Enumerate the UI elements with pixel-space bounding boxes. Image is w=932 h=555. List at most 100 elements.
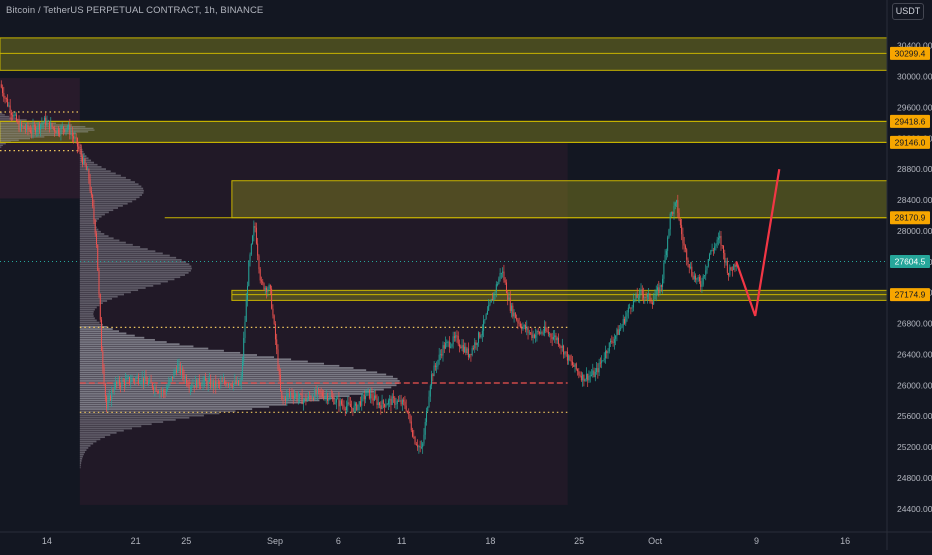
candle-body bbox=[117, 379, 119, 384]
candle bbox=[682, 227, 684, 250]
candle-body bbox=[448, 341, 450, 348]
candle-body bbox=[69, 125, 71, 135]
candle bbox=[424, 418, 426, 440]
candle-body bbox=[431, 374, 433, 386]
candle bbox=[697, 274, 699, 282]
candle bbox=[611, 335, 613, 344]
profile-region-main bbox=[79, 142, 568, 505]
candle bbox=[19, 120, 21, 133]
candle-body bbox=[268, 284, 270, 290]
candle-body bbox=[142, 377, 144, 384]
candle bbox=[365, 389, 367, 404]
candle-body bbox=[80, 150, 82, 157]
candle bbox=[418, 444, 420, 454]
candle-body bbox=[183, 375, 185, 380]
candle-body bbox=[710, 250, 712, 255]
candle bbox=[255, 222, 257, 245]
candle bbox=[664, 249, 666, 264]
profile-bar bbox=[79, 233, 105, 235]
candle bbox=[711, 243, 713, 252]
profile-bar bbox=[79, 315, 94, 317]
candle-body bbox=[419, 446, 421, 448]
profile-bar bbox=[79, 215, 102, 218]
candle bbox=[205, 372, 207, 381]
candle-body bbox=[0, 84, 2, 88]
candle-body bbox=[375, 395, 377, 399]
candle-body bbox=[377, 402, 379, 406]
candle bbox=[455, 331, 457, 342]
candle bbox=[613, 333, 615, 350]
candle bbox=[22, 125, 24, 129]
candle-body bbox=[102, 351, 104, 368]
candle-body bbox=[497, 284, 499, 285]
candle-body bbox=[517, 319, 519, 323]
candle bbox=[725, 257, 727, 266]
candle-body bbox=[545, 326, 547, 332]
candle bbox=[115, 377, 116, 391]
candle-body bbox=[459, 344, 460, 347]
candle-body bbox=[33, 125, 35, 127]
profile-bar bbox=[79, 313, 94, 315]
candle bbox=[448, 336, 450, 353]
candle bbox=[398, 395, 400, 402]
candle bbox=[508, 291, 510, 301]
candle-body bbox=[494, 292, 496, 294]
currency-selector[interactable]: USDT bbox=[892, 3, 924, 20]
candle bbox=[504, 277, 506, 285]
candle-body bbox=[266, 287, 268, 292]
candle bbox=[109, 394, 111, 402]
candle bbox=[46, 115, 48, 128]
candle bbox=[250, 243, 252, 256]
candle bbox=[486, 306, 488, 315]
candle-body bbox=[443, 345, 445, 349]
candle bbox=[495, 281, 497, 298]
candle bbox=[379, 401, 381, 409]
candle-body bbox=[518, 322, 520, 324]
candle-body bbox=[453, 336, 455, 338]
candle-body bbox=[559, 344, 561, 347]
candle bbox=[348, 396, 350, 406]
candle-body bbox=[92, 194, 94, 206]
candle bbox=[170, 376, 172, 383]
candle bbox=[297, 390, 299, 405]
candle-body bbox=[89, 179, 91, 191]
y-tick-label: 28800.00 bbox=[897, 164, 932, 174]
y-tick-label: 24800.00 bbox=[897, 473, 932, 483]
candle-body bbox=[276, 339, 278, 350]
candle-body bbox=[61, 126, 63, 128]
candle-body bbox=[522, 326, 524, 330]
candle-body bbox=[698, 277, 700, 282]
candle bbox=[197, 378, 199, 388]
candle-body bbox=[319, 389, 321, 393]
candle-body bbox=[604, 351, 606, 359]
candle-body bbox=[703, 275, 705, 277]
profile-bar bbox=[79, 239, 120, 242]
candle-body bbox=[353, 405, 355, 412]
candle-body bbox=[424, 422, 426, 435]
candle-body bbox=[476, 342, 478, 345]
candle-body bbox=[678, 213, 680, 220]
candle bbox=[583, 374, 585, 387]
candle-body bbox=[5, 97, 7, 99]
candle bbox=[97, 244, 99, 272]
profile-bar bbox=[79, 198, 137, 201]
candle bbox=[301, 388, 303, 405]
candle-body bbox=[577, 369, 579, 372]
candle-body bbox=[198, 378, 200, 386]
candle-body bbox=[723, 246, 724, 254]
candle bbox=[113, 382, 115, 395]
candle bbox=[384, 403, 386, 413]
candle-body bbox=[588, 375, 590, 381]
candle bbox=[573, 362, 575, 368]
candle bbox=[461, 339, 463, 352]
profile-bar bbox=[79, 172, 116, 175]
candle bbox=[490, 298, 492, 303]
candle-body bbox=[412, 430, 414, 437]
candle-body bbox=[263, 283, 265, 290]
price-tag-bg bbox=[890, 211, 930, 225]
candle-body bbox=[106, 396, 108, 408]
candle bbox=[307, 392, 309, 401]
candle bbox=[432, 373, 434, 382]
